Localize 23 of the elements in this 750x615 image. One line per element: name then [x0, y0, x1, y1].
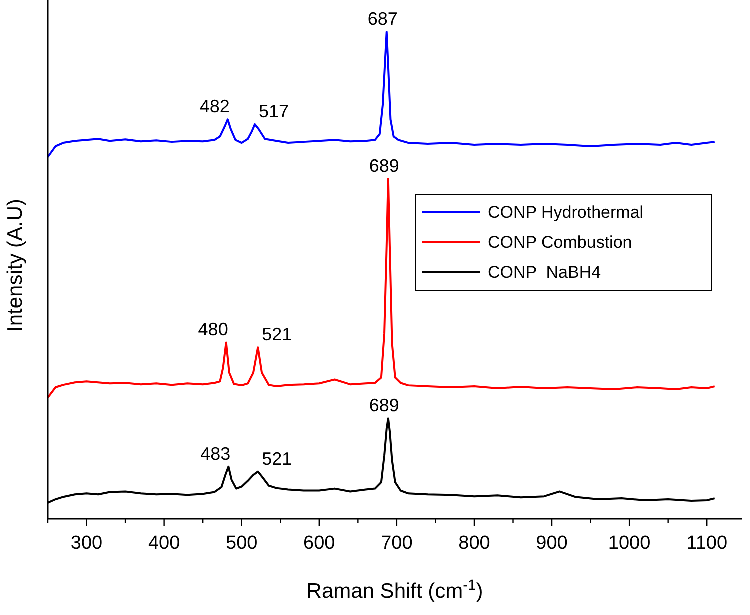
- x-tick-label: 1000: [608, 533, 651, 554]
- legend-label: CONP NaBH4: [488, 263, 602, 282]
- x-tick-label: 500: [226, 533, 258, 554]
- annotation: 689: [369, 396, 400, 416]
- legend-label: CONP Combustion: [488, 233, 632, 252]
- annotation: 687: [368, 9, 398, 29]
- annotation: 689: [369, 156, 400, 176]
- x-tick-label: 800: [458, 533, 490, 554]
- legend-label: CONP Hydrothermal: [488, 203, 644, 222]
- x-tick-label: 1100: [686, 533, 728, 554]
- x-tick-label: 600: [304, 533, 336, 554]
- x-tick-label: 900: [536, 533, 568, 554]
- annotation: 517: [259, 102, 290, 122]
- annotation: 521: [262, 324, 292, 345]
- x-tick-label: 300: [70, 533, 103, 554]
- annotation: 480: [198, 320, 228, 340]
- annotation: 482: [200, 96, 230, 117]
- x-tick-label: 700: [381, 533, 413, 554]
- y-axis-title: Intensity (A.U): [4, 198, 27, 332]
- x-tick-label: 400: [148, 533, 180, 554]
- x-axis-title: Raman Shift (cm$^{-1}$): [306, 578, 484, 603]
- annotation: 483: [200, 444, 231, 464]
- annotation: 521: [262, 448, 292, 469]
